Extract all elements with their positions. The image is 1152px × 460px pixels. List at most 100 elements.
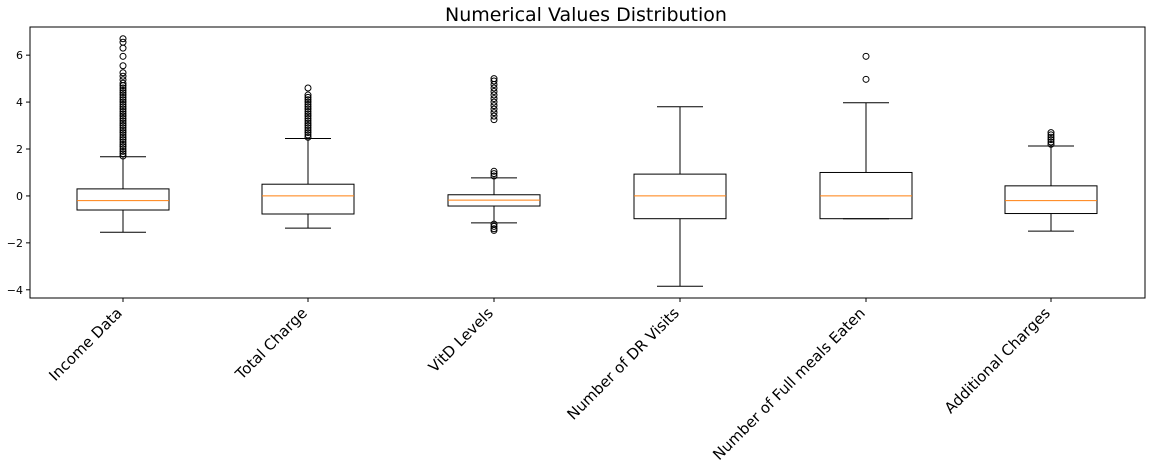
outlier-point <box>119 38 127 46</box>
outlier-point <box>304 112 312 120</box>
x-tick-label: VitD Levels <box>425 304 497 376</box>
outlier-point <box>490 109 498 117</box>
outlier-point <box>1047 129 1055 137</box>
outlier-point <box>119 89 127 97</box>
outlier-point <box>119 98 127 106</box>
outlier-point <box>304 117 312 125</box>
outlier-point <box>119 91 127 99</box>
outlier-point <box>119 103 127 111</box>
outlier-point <box>119 52 127 60</box>
outlier-point <box>304 98 312 106</box>
outlier-point <box>304 107 312 115</box>
outlier-point <box>304 119 312 127</box>
outlier-point <box>1047 131 1055 139</box>
outlier-point <box>119 107 127 115</box>
outlier-point <box>490 88 498 96</box>
outlier-point <box>490 170 498 178</box>
outlier-point <box>304 126 312 134</box>
iqr-box <box>76 188 170 211</box>
outlier-point <box>119 140 127 148</box>
outlier-point <box>119 115 127 123</box>
outlier-point <box>119 62 127 70</box>
outlier-point <box>119 96 127 104</box>
outlier-point <box>119 117 127 125</box>
iqr-box <box>261 183 355 215</box>
outlier-point <box>119 44 127 52</box>
outlier-point <box>119 93 127 101</box>
outlier-point <box>119 138 127 146</box>
outlier-point <box>119 126 127 134</box>
outlier-point <box>490 116 498 124</box>
outlier-point <box>119 152 127 160</box>
x-tick-label: Number of Full meals Eaten <box>709 304 869 460</box>
y-tick-label: 0 <box>16 190 23 203</box>
x-tick-label: Total Charge <box>231 304 311 384</box>
outlier-point <box>119 143 127 151</box>
outlier-point <box>490 102 498 110</box>
outlier-point <box>862 52 870 60</box>
outlier-point <box>304 115 312 123</box>
outlier-point <box>1047 140 1055 148</box>
outlier-point <box>490 75 498 83</box>
box-6 <box>1004 129 1098 232</box>
outlier-point <box>1047 136 1055 144</box>
outlier-point <box>490 112 498 120</box>
box-2 <box>261 84 355 229</box>
outlier-point <box>119 35 127 43</box>
outlier-point <box>304 84 312 92</box>
outlier-point <box>119 105 127 113</box>
outlier-point <box>304 93 312 101</box>
outlier-point <box>119 72 127 80</box>
y-tick-label: −4 <box>7 284 23 297</box>
outlier-point <box>862 75 870 83</box>
y-tick-label: 4 <box>16 96 23 109</box>
outlier-point <box>490 226 498 234</box>
outlier-point <box>490 84 498 92</box>
outlier-point <box>304 122 312 130</box>
outlier-point <box>119 110 127 118</box>
y-axis: −4 −2 0 2 4 6 <box>7 49 30 297</box>
outlier-point <box>119 100 127 108</box>
outlier-point <box>119 147 127 155</box>
outlier-point <box>490 172 498 180</box>
outlier-point <box>304 103 312 111</box>
outlier-point <box>490 222 498 230</box>
outlier-point <box>119 133 127 141</box>
y-tick-label: 6 <box>16 49 23 62</box>
x-tick-label: Additional Charges <box>941 304 1054 417</box>
outlier-point <box>304 91 312 99</box>
box-series <box>76 35 1098 287</box>
outlier-point <box>119 84 127 92</box>
outlier-point <box>119 69 127 77</box>
outlier-point <box>304 110 312 118</box>
chart-title: Numerical Values Distribution <box>445 4 727 26</box>
box-5 <box>819 52 913 220</box>
outlier-point <box>304 96 312 104</box>
outlier-point <box>304 129 312 137</box>
outlier-point <box>119 150 127 158</box>
x-axis: Income Data Total Charge VitD Levels Number… <box>45 298 1054 460</box>
outlier-point <box>119 124 127 132</box>
box-3 <box>447 75 541 234</box>
outlier-point <box>119 145 127 153</box>
box-1 <box>76 35 170 233</box>
y-tick-label: 2 <box>16 143 23 156</box>
outlier-point <box>304 133 312 141</box>
outlier-point <box>304 100 312 108</box>
outlier-point <box>304 124 312 132</box>
x-tick-label: Income Data <box>45 304 125 384</box>
outlier-point <box>1047 138 1055 146</box>
outlier-point <box>119 112 127 120</box>
plot-area-frame <box>29 26 1146 299</box>
y-tick-label: −2 <box>7 237 23 250</box>
outlier-point <box>119 131 127 139</box>
outlier-point <box>119 79 127 87</box>
outlier-point <box>490 105 498 113</box>
outlier-point <box>304 131 312 139</box>
outlier-point <box>119 86 127 94</box>
outlier-point <box>490 167 498 175</box>
outlier-point <box>490 77 498 85</box>
outlier-point <box>490 91 498 99</box>
outlier-point <box>119 129 127 137</box>
